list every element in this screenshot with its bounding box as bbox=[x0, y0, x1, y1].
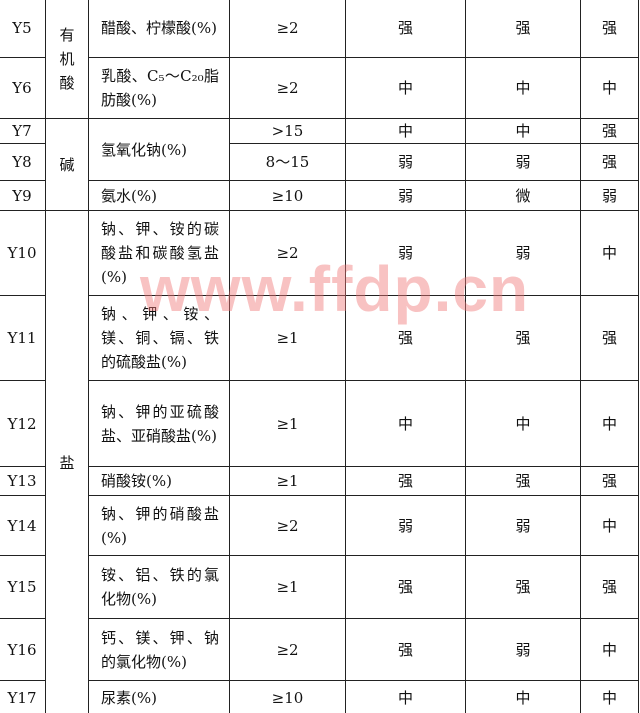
row-id: Y11 bbox=[0, 295, 46, 381]
table-row: Y17 尿素(%) ≥10 中中中 bbox=[0, 680, 639, 713]
table-row: Y6 乳酸、C₅～C₂₀脂肪酸(%) ≥2 中中中 bbox=[0, 57, 639, 119]
rating-3: 强 bbox=[580, 0, 639, 58]
substance-name: 钠、钾、铵、镁、铜、镉、铁的硫酸盐(%) bbox=[88, 295, 230, 381]
rating-3: 中 bbox=[580, 210, 639, 296]
table-row: Y13 硝酸铵(%) ≥1 强强强 bbox=[0, 466, 639, 496]
rating-2: 中 bbox=[465, 380, 581, 467]
concentration: ≥2 bbox=[229, 210, 346, 296]
rating-3: 强 bbox=[580, 295, 639, 381]
rating-3: 中 bbox=[580, 57, 639, 119]
rating-3: 中 bbox=[580, 680, 639, 713]
concentration: ≥2 bbox=[229, 495, 346, 556]
table-row: Y5 有机酸 醋酸、柠檬酸(%) ≥2 强强强 bbox=[0, 0, 639, 119]
rating-2: 弱 bbox=[465, 143, 581, 181]
row-id: Y9 bbox=[0, 180, 46, 211]
row-id: Y5 bbox=[0, 0, 46, 58]
substance-name: 氨水(%) bbox=[88, 180, 230, 211]
rating-3: 中 bbox=[580, 380, 639, 467]
substance-name: 钠、钾的亚硫酸盐、亚硝酸盐(%) bbox=[88, 380, 230, 467]
concentration: ≥2 bbox=[229, 0, 346, 58]
rating-2: 强 bbox=[465, 295, 581, 381]
rating-1: 中 bbox=[345, 118, 466, 144]
concentration: ≥1 bbox=[229, 380, 346, 467]
rating-2: 弱 bbox=[465, 495, 581, 556]
table-row: Y12 钠、钾的亚硫酸盐、亚硝酸盐(%) ≥1 中中中 bbox=[0, 380, 639, 467]
category-cell: 盐 bbox=[45, 210, 89, 713]
concentration: ≥2 bbox=[229, 618, 346, 681]
category-label: 碱 bbox=[59, 155, 75, 174]
row-id: Y6 bbox=[0, 57, 46, 119]
table-row: Y10 盐钠、钾、铵的碳酸盐和碳酸氢盐(%) ≥2 弱弱中 bbox=[0, 210, 639, 713]
rating-1: 弱 bbox=[345, 495, 466, 556]
substance-name: 硝酸铵(%) bbox=[88, 466, 230, 496]
rating-1: 强 bbox=[345, 618, 466, 681]
rating-1: 强 bbox=[345, 555, 466, 619]
substance-name: 铵、铝、铁的氯化物(%) bbox=[88, 555, 230, 619]
row-id: Y13 bbox=[0, 466, 46, 496]
substance-name: 钠、钾的硝酸盐(%) bbox=[88, 495, 230, 556]
rating-2: 弱 bbox=[465, 618, 581, 681]
category-label: 有机酸 bbox=[59, 25, 75, 92]
substance-name: 尿素(%) bbox=[88, 680, 230, 713]
rating-3: 中 bbox=[580, 495, 639, 556]
table-row: Y9 氨水(%) ≥10 弱微弱 bbox=[0, 180, 639, 211]
substance-name: 钠、钾、铵的碳酸盐和碳酸氢盐(%) bbox=[88, 210, 230, 296]
row-id: Y17 bbox=[0, 680, 46, 713]
concentration: 8～15 bbox=[229, 143, 346, 181]
rating-3: 强 bbox=[580, 555, 639, 619]
rating-2: 强 bbox=[465, 555, 581, 619]
rating-1: 强 bbox=[345, 295, 466, 381]
rating-1: 强 bbox=[345, 466, 466, 496]
table-row: Y7 碱氢氧化钠(%) >15 中中强 bbox=[0, 118, 639, 211]
rating-2: 强 bbox=[465, 0, 581, 58]
rating-2: 弱 bbox=[465, 210, 581, 296]
rating-1: 中 bbox=[345, 680, 466, 713]
row-id: Y7 bbox=[0, 118, 46, 144]
substance-name: 氢氧化钠(%) bbox=[88, 118, 230, 181]
rating-2: 中 bbox=[465, 118, 581, 144]
concentration: ≥1 bbox=[229, 295, 346, 381]
rating-1: 中 bbox=[345, 380, 466, 467]
rating-3: 中 bbox=[580, 618, 639, 681]
row-id: Y15 bbox=[0, 555, 46, 619]
concentration: ≥1 bbox=[229, 555, 346, 619]
rating-1: 弱 bbox=[345, 180, 466, 211]
rating-2: 中 bbox=[465, 680, 581, 713]
category-cell: 碱 bbox=[45, 118, 89, 211]
category-cell: 有机酸 bbox=[45, 0, 89, 119]
rating-2: 中 bbox=[465, 57, 581, 119]
row-id: Y14 bbox=[0, 495, 46, 556]
rating-3: 强 bbox=[580, 118, 639, 144]
rating-3: 强 bbox=[580, 143, 639, 181]
rating-3: 弱 bbox=[580, 180, 639, 211]
table-row: Y15 铵、铝、铁的氯化物(%) ≥1 强强强 bbox=[0, 555, 639, 619]
row-id: Y10 bbox=[0, 210, 46, 296]
rating-3: 强 bbox=[580, 466, 639, 496]
rating-1: 强 bbox=[345, 0, 466, 58]
row-id: Y12 bbox=[0, 380, 46, 467]
rating-1: 弱 bbox=[345, 143, 466, 181]
category-label: 盐 bbox=[59, 454, 75, 472]
table-row: Y16 钙、镁、钾、钠的氯化物(%) ≥2 强弱中 bbox=[0, 618, 639, 681]
table-row: Y14 钠、钾的硝酸盐(%) ≥2 弱弱中 bbox=[0, 495, 639, 556]
concentration: ≥1 bbox=[229, 466, 346, 496]
substance-name: 醋酸、柠檬酸(%) bbox=[88, 0, 230, 58]
table-row: Y11 钠、钾、铵、镁、铜、镉、铁的硫酸盐(%) ≥1 强强强 bbox=[0, 295, 639, 381]
substance-name: 乳酸、C₅～C₂₀脂肪酸(%) bbox=[88, 57, 230, 119]
substance-name: 钙、镁、钾、钠的氯化物(%) bbox=[88, 618, 230, 681]
rating-1: 中 bbox=[345, 57, 466, 119]
row-id: Y16 bbox=[0, 618, 46, 681]
concentration: ≥10 bbox=[229, 180, 346, 211]
rating-2: 强 bbox=[465, 466, 581, 496]
rating-1: 弱 bbox=[345, 210, 466, 296]
row-id: Y8 bbox=[0, 143, 46, 181]
concentration: >15 bbox=[229, 118, 346, 144]
concentration: ≥2 bbox=[229, 57, 346, 119]
rating-2: 微 bbox=[465, 180, 581, 211]
concentration: ≥10 bbox=[229, 680, 346, 713]
